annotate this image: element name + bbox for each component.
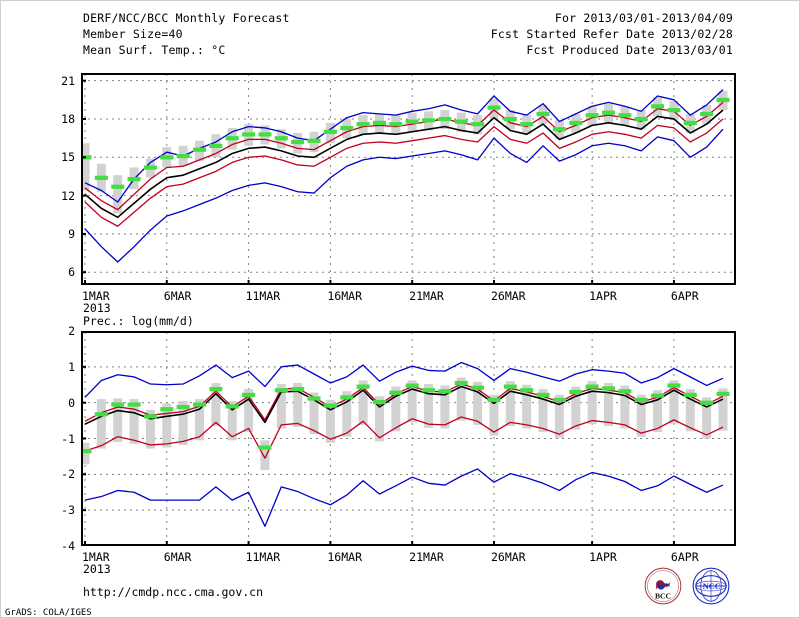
y-tick-label: 12: [61, 188, 75, 203]
y-tick-label: -4: [61, 539, 75, 553]
y-tick-label: 15: [61, 150, 75, 165]
y-tick-label: 2: [68, 324, 75, 338]
x-tick-label: 1MAR: [82, 289, 110, 303]
precipitation-year-label: 2013: [83, 562, 111, 576]
x-tick-label: 26MAR: [490, 289, 526, 303]
y-tick-label: 9: [68, 226, 75, 241]
precipitation-plot-frame: [81, 331, 736, 546]
x-tick-label: 1APR: [589, 550, 617, 564]
header-produced-date: Fcst Produced Date 2013/03/01: [526, 43, 733, 57]
header-start-refer-date: Fcst Started Refer Date 2013/02/28: [490, 27, 733, 41]
x-tick-label: 6APR: [670, 550, 699, 564]
header-forecast-period: For 2013/03/01-2013/04/09: [554, 11, 733, 25]
header-temp-units: Mean Surf. Temp.: °C: [83, 43, 226, 57]
x-tick-label: 11MAR: [245, 289, 281, 303]
y-tick-label: 0: [68, 395, 75, 410]
x-tick-label: 16MAR: [327, 289, 362, 303]
x-tick-label: 21MAR: [409, 289, 444, 303]
header-title: DERF/NCC/BCC Monthly Forecast: [83, 11, 290, 25]
y-tick-label: 21: [61, 73, 75, 88]
temperature-year-label: 2013: [83, 301, 111, 315]
y-tick-label: 6: [68, 265, 75, 280]
svg-text:NCC: NCC: [703, 582, 721, 591]
y-tick-label: 1: [68, 359, 75, 374]
y-tick-label: -1: [61, 431, 75, 446]
footer-grads-credit: GrADS: COLA/IGES: [5, 608, 92, 618]
precipitation-plot: [81, 331, 735, 546]
x-tick-label: 1APR: [589, 289, 617, 303]
x-tick-label: 26MAR: [490, 550, 526, 564]
y-tick-label: -3: [61, 503, 75, 518]
y-tick-label: 18: [61, 111, 75, 126]
x-tick-label: 11MAR: [245, 550, 281, 564]
ncc-logo-icon: NCC: [692, 567, 730, 605]
x-tick-label: 21MAR: [409, 550, 444, 564]
precipitation-chart-panel: [81, 331, 736, 546]
x-tick-label: 6MAR: [163, 550, 192, 564]
x-tick-label: 6APR: [670, 289, 699, 303]
x-tick-label: 1MAR: [82, 550, 110, 564]
temperature-chart-panel: [81, 73, 736, 285]
x-tick-label: 16MAR: [327, 550, 362, 564]
precipitation-axis-label: Prec.: log(mm/d): [83, 314, 194, 328]
footer-url[interactable]: http://cmdp.ncc.cma.gov.cn: [83, 585, 264, 599]
header-member-size: Member Size=40: [83, 27, 183, 41]
temperature-plot: [81, 74, 735, 285]
svg-text:BCC: BCC: [655, 592, 671, 601]
temperature-plot-frame: [81, 73, 736, 285]
x-tick-label: 6MAR: [163, 289, 192, 303]
logo-group: BCC NCC: [644, 567, 744, 605]
bcc-logo-icon: BCC: [644, 567, 682, 605]
y-tick-label: -2: [61, 467, 75, 482]
